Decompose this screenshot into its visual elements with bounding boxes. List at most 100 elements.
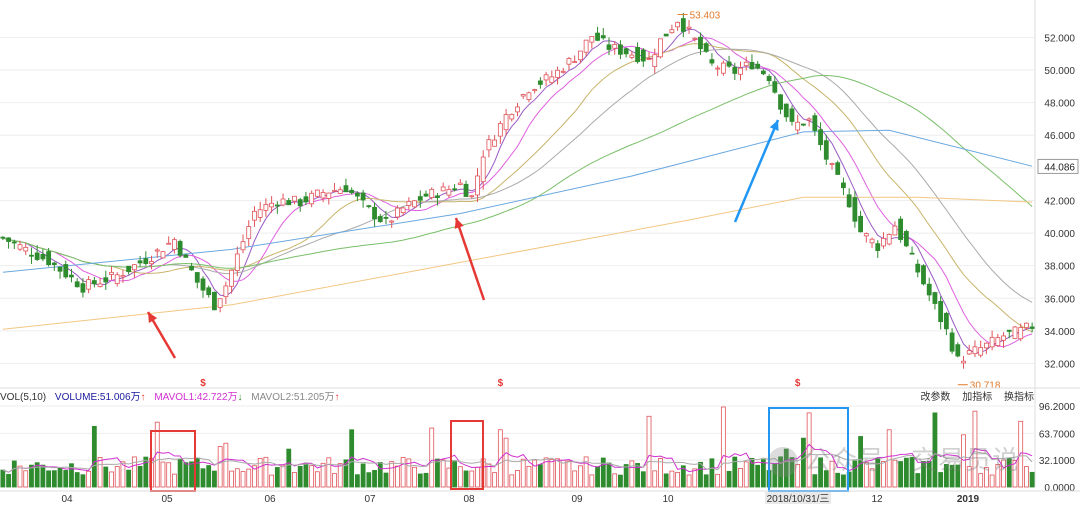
candle-body [783, 103, 789, 118]
volume-bar [126, 469, 132, 488]
candle-body [881, 238, 886, 247]
candle-body [560, 70, 566, 73]
candle-body [978, 347, 984, 356]
add-indicator-button[interactable]: 加指标 [962, 392, 993, 403]
mavol2-value: MAVOL2:51.205万↑ [251, 392, 340, 403]
candle-body [452, 188, 458, 191]
volume-bar [91, 425, 97, 488]
price-axis: 52.00050.00048.00046.00044.00042.00040.0… [1034, 0, 1079, 487]
candle-body [34, 252, 40, 260]
volume-bar [1012, 459, 1018, 488]
candle-body [966, 350, 972, 355]
volume-bar [23, 470, 29, 488]
time-tick-label: 07 [364, 494, 376, 505]
candle-body [446, 189, 452, 196]
volume-bar [34, 462, 40, 488]
candle-body [583, 39, 589, 53]
volume-bar [503, 437, 509, 488]
candle-body [703, 43, 709, 52]
time-tick-label: 08 [463, 494, 475, 505]
volume-bar [863, 461, 869, 488]
candle-body [909, 252, 915, 255]
candle-body [40, 254, 46, 260]
candle-body [675, 21, 681, 28]
candle-body [229, 269, 234, 287]
volume-bar [486, 463, 492, 488]
candle-body [286, 200, 292, 206]
candle-body [829, 163, 835, 165]
volume-bar [532, 459, 538, 488]
price-tick-label: 40.000 [1044, 229, 1075, 240]
candle-body [120, 275, 126, 278]
candle-body [549, 76, 555, 83]
volume-bar [80, 474, 86, 488]
time-axis: 04 05 06 07 08 09 10 2018/10/31/三 12 2019 [0, 490, 1080, 505]
candle-body [755, 63, 761, 69]
candle-body [309, 192, 315, 205]
volume-bar [966, 466, 972, 488]
signal-mark: $ [200, 378, 206, 389]
volume-bar [560, 459, 566, 488]
candle-body [200, 278, 206, 291]
volume-bar [886, 429, 892, 488]
volume-bar [212, 470, 217, 488]
volume-bar [566, 460, 572, 488]
price-tick-label: 38.000 [1044, 262, 1075, 273]
volume-bar [343, 459, 349, 488]
volume-bar [40, 464, 46, 488]
volume-bar [686, 474, 692, 488]
candle-body [0, 236, 6, 239]
candle-body [429, 188, 435, 198]
candle-body [658, 38, 663, 58]
volume-bar [412, 466, 417, 488]
volume-bar [457, 466, 463, 488]
crosshair-date-box [765, 492, 831, 504]
candle-body [863, 233, 869, 237]
volume-bar [189, 461, 194, 488]
switch-indicator-button[interactable]: 换指标 [1004, 392, 1034, 403]
candle-body [292, 195, 297, 202]
volume-bar [692, 468, 698, 488]
volume-bar [732, 456, 738, 488]
volume-bar [646, 415, 652, 488]
volume-bar [943, 464, 949, 488]
volume-bar [11, 460, 17, 488]
candle-body [131, 264, 137, 271]
candle-body [189, 265, 194, 271]
volume-bar [921, 461, 926, 488]
candle-body [240, 241, 246, 251]
volume-bar [51, 470, 57, 488]
candle-body [69, 274, 74, 278]
candle-body [726, 61, 732, 67]
volume-value: VOLUME:51.006万↑ [54, 392, 146, 403]
volume-bar [183, 462, 189, 488]
volume-bar [829, 460, 835, 488]
candle-body [166, 242, 172, 245]
candle-body [154, 249, 160, 252]
volume-bar [680, 465, 686, 488]
volume-bar [703, 474, 709, 488]
candle-body [234, 253, 240, 271]
signal-mark: $ [498, 378, 504, 389]
volume-bar [63, 470, 69, 488]
ma-line [2, 28, 1033, 354]
volume-bar [1029, 471, 1035, 488]
volume-bar [400, 457, 406, 488]
volume-tick-label: 32.1000 [1039, 456, 1076, 467]
volume-bar [131, 456, 137, 488]
price-grid [0, 36, 1035, 365]
volume-bar [618, 474, 623, 488]
volume-bar [778, 456, 783, 488]
candle-body [297, 199, 303, 207]
volume-bar [423, 472, 429, 488]
candle-body [680, 18, 686, 32]
edit-params-button[interactable]: 改参数 [920, 392, 951, 403]
volume-bar [229, 470, 234, 488]
volume-bar [709, 458, 715, 488]
price-annotations: 53.403 30.718 $ $ $ [200, 11, 1001, 392]
candle-body [149, 261, 154, 265]
candle-body [612, 44, 618, 49]
volume-bar [852, 460, 858, 488]
volume-bar [240, 471, 246, 488]
volume-bar [526, 465, 532, 488]
